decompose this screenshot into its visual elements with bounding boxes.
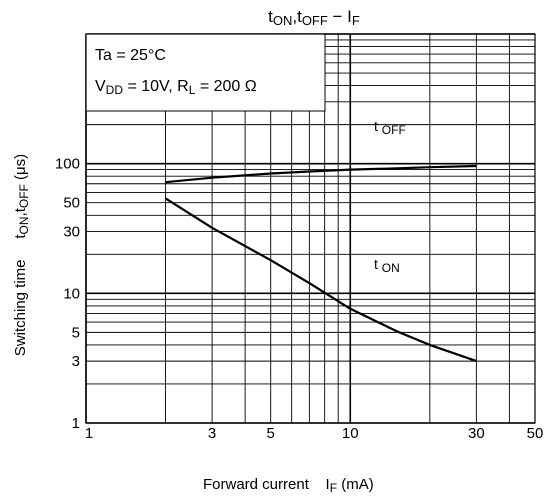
y-tick-label: 10 — [63, 285, 80, 302]
y-tick-label: 50 — [63, 195, 80, 212]
x-axis-label: Forward current IF (mA) — [203, 476, 374, 495]
tick-labels: 1 3 5 10 30 50 1 3 5 10 30 50 100 — [55, 156, 543, 442]
y-tick-label: 3 — [72, 353, 80, 370]
series-line-ton — [165, 197, 477, 363]
y-tick-label: 5 — [72, 324, 80, 341]
y-tick-label: 100 — [55, 156, 80, 173]
x-tick-label: 5 — [267, 425, 275, 442]
x-tick-label: 10 — [342, 425, 359, 442]
x-tick-label: 1 — [85, 425, 93, 442]
y-tick-label: 1 — [72, 415, 80, 432]
condition-voltage-load: VDD = 10V, RL = 200 Ω — [95, 78, 257, 97]
y-tick-label: 30 — [63, 223, 80, 240]
x-tick-label: 3 — [208, 425, 216, 442]
series-label-toff: t OFF — [374, 118, 406, 137]
series-label-ton: t ON — [374, 256, 400, 275]
x-tick-label: 30 — [468, 425, 485, 442]
conditions-box: Ta = 25°C VDD = 10V, RL = 200 Ω — [85, 33, 326, 112]
condition-temperature: Ta = 25°C — [95, 47, 166, 64]
series-line-toff — [165, 164, 477, 184]
x-tick-label: 50 — [527, 425, 544, 442]
chart-title: tON,tOFF − IF — [268, 7, 360, 28]
y-axis-label: Switching time tON,tOFF (μs) — [12, 154, 31, 356]
plot-frame — [85, 33, 536, 424]
series — [165, 164, 477, 363]
